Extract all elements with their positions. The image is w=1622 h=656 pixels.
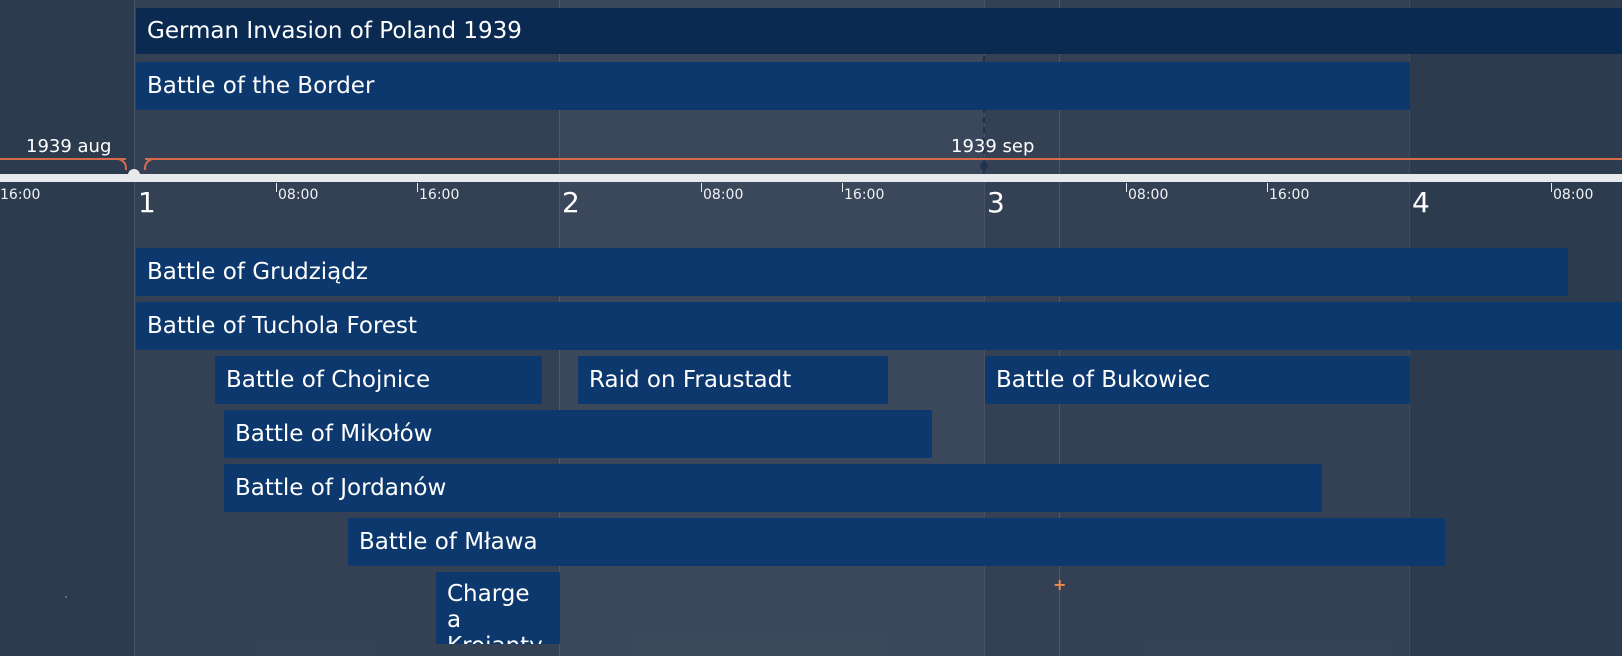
hour-tick-label: 16:00 <box>1269 187 1310 203</box>
axis-handle[interactable] <box>128 169 140 181</box>
hour-tick <box>417 183 418 192</box>
month-label: 1939 aug <box>26 136 112 157</box>
month-bracket <box>144 158 1622 170</box>
event-bar[interactable]: Battle of Tuchola Forest <box>136 302 1622 350</box>
hour-tick-label: 16:00 <box>844 187 885 203</box>
bracket-cap <box>144 158 154 170</box>
time-axis[interactable] <box>0 174 1622 182</box>
event-label: Raid on Fraustadt <box>589 367 792 393</box>
event-bar[interactable]: Battle of Jordanów <box>224 464 1322 512</box>
hour-tick-label: 08:00 <box>1553 187 1594 203</box>
event-label: Battle of Grudziądz <box>147 259 368 285</box>
day-label: 3 <box>987 186 1005 219</box>
event-bar[interactable]: Battle of Chojnice <box>215 356 542 404</box>
hour-tick-label: 08:00 <box>703 187 744 203</box>
bracket-cap <box>117 158 127 170</box>
hour-tick <box>276 183 277 192</box>
today-marker-line <box>983 56 985 174</box>
event-label: Battle of Chojnice <box>226 367 431 393</box>
event-label: Battle of Mława <box>359 529 538 555</box>
month-bracket <box>0 158 127 170</box>
hour-tick <box>1126 183 1127 192</box>
event-bar[interactable]: Battle of Bukowiec <box>985 356 1410 404</box>
day-label: 1 <box>138 186 156 219</box>
event-bar[interactable]: Battle of the Border <box>136 62 1410 110</box>
hour-tick-label: 16:00 <box>0 187 41 203</box>
hour-tick-label: 08:00 <box>278 187 319 203</box>
event-label: Battle of the Border <box>147 73 375 99</box>
event-bar[interactable]: Raid on Fraustadt <box>578 356 888 404</box>
event-bar[interactable]: Battle of Grudziądz <box>136 248 1568 296</box>
day-gridline <box>134 0 135 656</box>
hour-tick <box>1267 183 1268 192</box>
event-label: German Invasion of Poland 1939 <box>147 18 522 44</box>
event-bar[interactable]: German Invasion of Poland 1939 <box>136 8 1622 54</box>
hour-tick <box>701 183 702 192</box>
hour-tick-label: 08:00 <box>1128 187 1169 203</box>
day-label: 2 <box>562 186 580 219</box>
event-bar[interactable]: Battle of Mława <box>348 518 1445 566</box>
event-label: Charge a Krojanty <box>447 581 543 644</box>
event-label: Battle of Tuchola Forest <box>147 313 418 339</box>
event-label: Battle of Mikołów <box>235 421 433 447</box>
month-label: 1939 sep <box>951 136 1035 157</box>
day-label: 4 <box>1412 186 1430 219</box>
add-event-marker[interactable]: + <box>1053 575 1067 594</box>
hour-tick <box>1551 183 1552 192</box>
hour-tick-label: 16:00 <box>419 187 460 203</box>
event-label: Battle of Jordanów <box>235 475 447 501</box>
event-bar[interactable]: Charge a Krojanty <box>436 572 560 644</box>
decorative-dot <box>65 596 67 598</box>
event-label: Battle of Bukowiec <box>996 367 1211 393</box>
event-bar[interactable]: Battle of Mikołów <box>224 410 932 458</box>
hour-tick <box>842 183 843 192</box>
axis-now-dot <box>980 162 988 170</box>
